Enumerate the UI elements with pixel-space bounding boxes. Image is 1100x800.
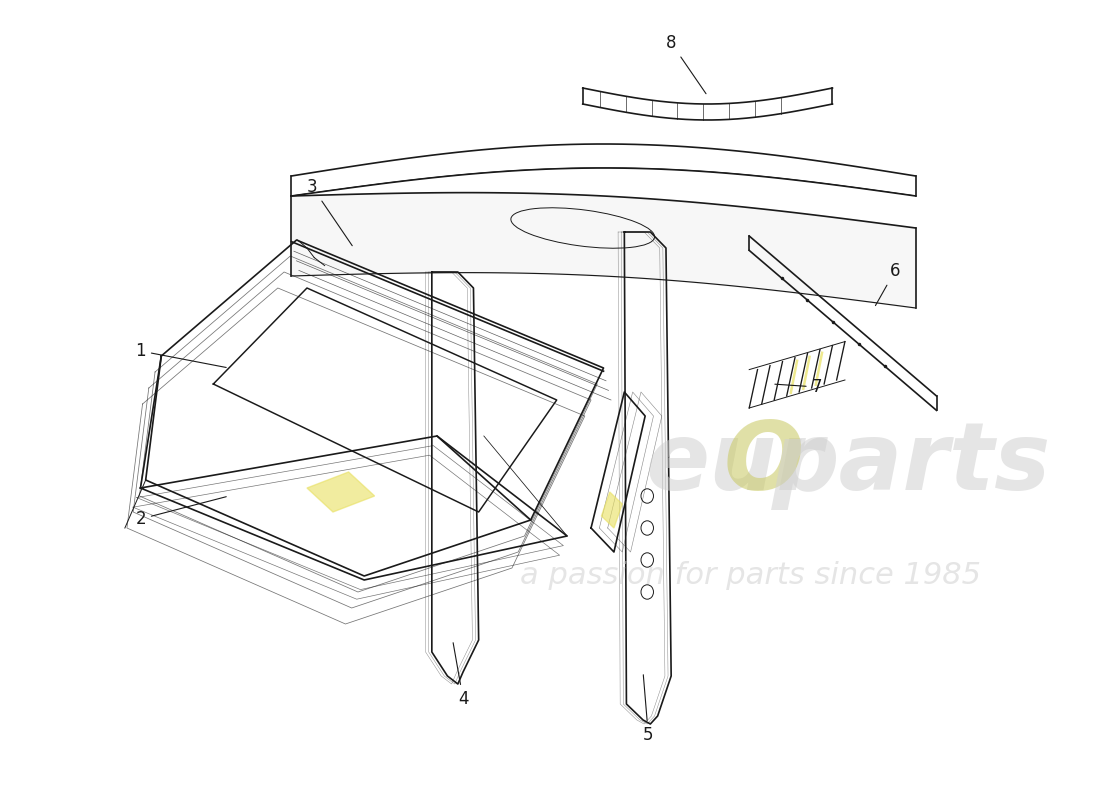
Text: 2: 2 xyxy=(135,497,227,528)
Text: 5: 5 xyxy=(644,674,653,744)
Text: 1: 1 xyxy=(135,342,227,367)
Text: parts: parts xyxy=(772,418,1052,510)
Text: 7: 7 xyxy=(774,378,822,396)
Text: 3: 3 xyxy=(307,178,352,246)
Text: O: O xyxy=(723,418,804,510)
Polygon shape xyxy=(602,492,623,528)
Polygon shape xyxy=(307,472,375,512)
Text: a passion for parts since 1985: a passion for parts since 1985 xyxy=(520,562,981,590)
Text: 4: 4 xyxy=(453,642,469,708)
Text: 6: 6 xyxy=(876,262,900,306)
Text: 8: 8 xyxy=(666,34,706,94)
Text: eur: eur xyxy=(646,418,823,510)
